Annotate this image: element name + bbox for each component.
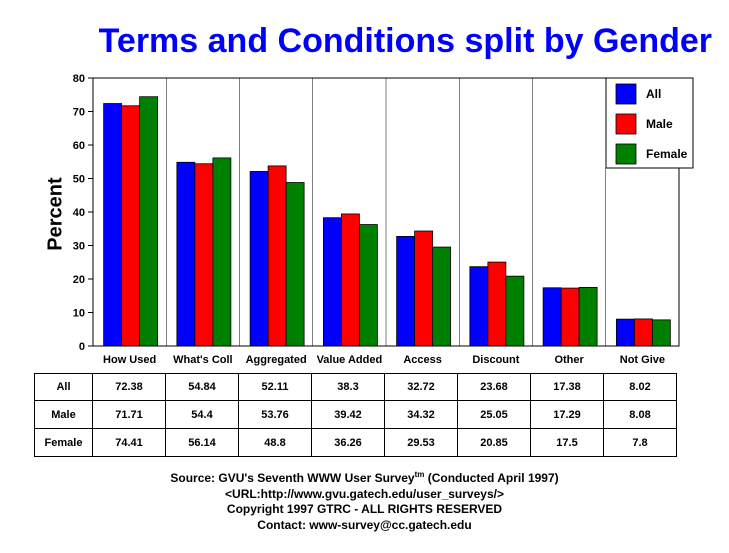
legend-swatch-male (615, 113, 637, 135)
footer: Source: GVU's Seventh WWW User Surveytm … (0, 467, 729, 533)
table-row-label: Female (34, 428, 93, 457)
bar-male (633, 318, 653, 347)
y-tick-label: 40 (73, 207, 85, 219)
x-tick-label: Other (554, 354, 584, 366)
table-row: Female 74.41 56.14 48.8 36.26 29.53 20.85 17.5 7… (34, 428, 677, 457)
table-cell: 54.84 (165, 373, 239, 401)
copyright: Copyright 1997 GTRC - ALL RIGHTS RESERVE… (226, 502, 503, 516)
y-tick-label: 20 (73, 274, 85, 286)
y-tick-label: 70 (73, 107, 85, 119)
table-cell: 71.71 (92, 400, 166, 429)
legend-swatch-female (615, 143, 637, 165)
table-row-label: All (34, 373, 93, 401)
table-cell: 53.76 (238, 400, 312, 429)
bar-all (322, 217, 342, 347)
bar-all (176, 161, 196, 347)
table-cell: 7.8 (603, 428, 677, 457)
bar-male (194, 163, 214, 347)
x-tick-label: Discount (472, 354, 519, 366)
source-prefix: Source: GVU's Seventh WWW User Survey (170, 471, 415, 485)
table-cell: 17.29 (530, 400, 604, 429)
y-tick-label: 60 (73, 140, 85, 152)
table-cell: 8.08 (603, 400, 677, 429)
source-url: <URL:http://www.gvu.gatech.edu/user_surv… (225, 486, 504, 501)
table-cell: 56.14 (165, 428, 239, 457)
table-cell: 23.68 (457, 373, 531, 401)
legend-swatch-all (615, 83, 637, 105)
table-cell: 39.42 (311, 400, 385, 429)
bar-all (542, 287, 562, 347)
bar-all (396, 235, 416, 347)
x-tick-label: How Used (103, 354, 156, 366)
legend-label: Female (646, 147, 688, 161)
legend-label: Male (646, 117, 673, 131)
bar-female (139, 96, 159, 347)
table-cell: 17.38 (530, 373, 604, 401)
table-cell: 29.53 (384, 428, 458, 457)
x-tick-label: Value Added (317, 354, 383, 366)
trademark-sup: tm (414, 470, 425, 479)
table-cell: 17.5 (530, 428, 604, 457)
bar-chart: 0 10 20 30 40 50 60 70 80 How Used What's Coll Aggr… (73, 73, 694, 366)
table-cell: 36.26 (311, 428, 385, 457)
bar-all (103, 103, 123, 347)
bar-female (578, 286, 598, 347)
table-row: Male 71.71 54.4 53.76 39.42 34.32 25.05 17.29 8.… (34, 400, 677, 429)
chart-title: Terms and Conditions split by Gender (98, 22, 712, 60)
bar-female (651, 319, 671, 347)
legend-label: All (646, 87, 661, 101)
bar-female (285, 182, 305, 347)
table-cell: 74.41 (92, 428, 166, 457)
x-tick-label: Not Give (620, 354, 665, 366)
x-tick-label: What's Coll (173, 354, 232, 366)
table-row-label: Male (34, 400, 93, 429)
x-tick-label: Aggregated (246, 354, 307, 366)
bar-all (249, 171, 269, 347)
table-cell: 8.02 (603, 373, 677, 401)
bar-male (267, 165, 287, 347)
source-suffix: (Conducted April 1997) (424, 471, 559, 485)
y-tick-label: 0 (79, 341, 85, 353)
bar-female (505, 275, 525, 347)
data-table: All 72.38 54.84 52.11 38.3 32.72 23.68 17.38 8.0… (34, 373, 677, 457)
y-tick-label: 10 (73, 308, 85, 320)
table-cell: 20.85 (457, 428, 531, 457)
table-cell: 34.32 (384, 400, 458, 429)
source-line: Source: GVU's Seventh WWW User Surveytm … (0, 467, 729, 487)
bar-male (121, 105, 141, 347)
bar-female (358, 224, 378, 347)
table-row: All 72.38 54.84 52.11 38.3 32.72 23.68 17.38 8.0… (34, 373, 677, 401)
bar-male (414, 230, 434, 347)
bar-female (432, 246, 452, 347)
table-cell: 25.05 (457, 400, 531, 429)
bar-male (487, 261, 507, 347)
table-cell: 52.11 (238, 373, 312, 401)
contact: Contact: www-survey@cc.gatech.edu (257, 517, 472, 532)
y-tick-label: 50 (73, 174, 85, 186)
y-tick-label: 30 (73, 241, 85, 253)
table-cell: 32.72 (384, 373, 458, 401)
table-cell: 38.3 (311, 373, 385, 401)
bar-male (340, 213, 360, 347)
bar-all (469, 266, 489, 347)
bar-all (615, 318, 635, 347)
bar-female (212, 157, 232, 347)
table-cell: 72.38 (92, 373, 166, 401)
x-tick-label: Access (403, 354, 442, 366)
bar-male (560, 287, 580, 347)
y-tick-label: 80 (73, 73, 85, 85)
table-cell: 48.8 (238, 428, 312, 457)
table-cell: 54.4 (165, 400, 239, 429)
